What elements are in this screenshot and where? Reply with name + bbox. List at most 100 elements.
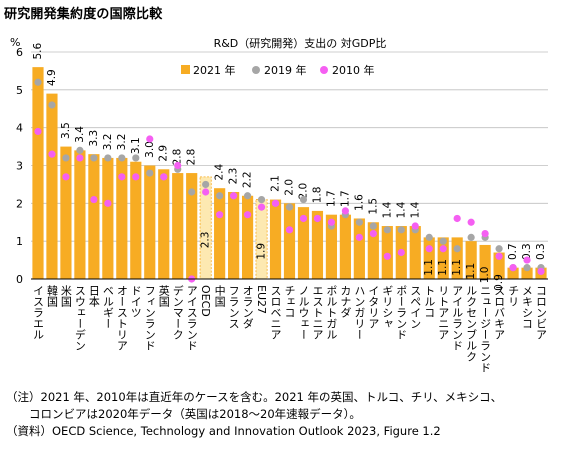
category-label: OECD xyxy=(199,285,212,317)
marker-2010 xyxy=(271,199,280,207)
bar xyxy=(465,241,477,279)
bar xyxy=(158,169,170,279)
category-label: 米国 xyxy=(59,285,72,308)
marker-2019 xyxy=(495,245,503,253)
marker-2010 xyxy=(299,214,308,223)
bar xyxy=(521,267,533,279)
category-label: アイルランド xyxy=(451,285,464,351)
category-label: オーストリア xyxy=(115,285,128,351)
data-label: 0.9 xyxy=(493,274,505,291)
marker-2019 xyxy=(299,195,308,204)
marker-2010 xyxy=(160,173,168,181)
bar xyxy=(199,176,212,280)
marker-2010 xyxy=(118,173,126,181)
marker-2010 xyxy=(509,264,517,272)
category-label: イスラエル xyxy=(31,285,44,340)
category-label: ベルギー xyxy=(101,285,114,329)
data-label: 5.6 xyxy=(32,42,44,59)
marker-2010 xyxy=(132,173,140,181)
category-label: リトアニア xyxy=(437,285,450,340)
bar xyxy=(269,199,282,279)
marker-2010 xyxy=(313,214,322,223)
legend-label-1: 2019 年 xyxy=(264,63,307,77)
bar xyxy=(367,222,379,279)
data-label: 2.9 xyxy=(158,145,170,162)
legend-label-2: 2010 年 xyxy=(332,63,375,77)
marker-2010 xyxy=(202,188,210,196)
marker-2010 xyxy=(383,252,391,260)
bar xyxy=(74,150,86,279)
data-label: 0.3 xyxy=(535,243,547,260)
data-label: 2.3 xyxy=(228,168,240,185)
data-label: 1.7 xyxy=(325,190,337,207)
marker-2010 xyxy=(537,267,545,276)
category-label: ポーランド xyxy=(395,285,408,340)
bar xyxy=(311,210,324,279)
marker-2010 xyxy=(90,195,98,204)
marker-2019 xyxy=(397,226,405,234)
legend-marker-1 xyxy=(252,66,260,74)
category-label: 韓国 xyxy=(45,285,58,308)
marker-2019 xyxy=(285,203,294,211)
bar xyxy=(423,237,435,279)
marker-2010 xyxy=(76,154,84,162)
marker-2019 xyxy=(355,218,363,226)
y-tick-label: 1 xyxy=(16,235,23,248)
y-tick-label: 5 xyxy=(16,84,23,97)
category-label: ニュージーランド xyxy=(479,285,492,373)
category-label: アイスランド xyxy=(185,285,198,351)
marker-2019 xyxy=(118,154,126,162)
category-label: EU27 xyxy=(255,285,268,314)
legend-label-0: 2021 年 xyxy=(193,63,236,77)
category-label: フィンランド xyxy=(143,285,156,351)
bar xyxy=(451,237,463,279)
chart-svg: 0 1 2 3 4 5 6% R&D（研究開発）支出の 対GDP比 2021 年 2019 年 20… xyxy=(10,36,548,373)
source-line: （資料）OECD Science, Technology and Innovat… xyxy=(6,424,441,438)
bar xyxy=(507,267,519,279)
category-label: オランダ xyxy=(241,285,254,329)
data-label: 3.5 xyxy=(60,122,72,139)
data-label: 1.8 xyxy=(311,187,323,204)
category-label: 日本 xyxy=(87,285,100,308)
bar xyxy=(102,157,114,279)
category-label: コロンビア xyxy=(535,285,548,340)
category-label: チェコ xyxy=(283,285,296,318)
marker-2010 xyxy=(146,135,154,143)
category-label: ルクセンブルク xyxy=(465,285,478,362)
bar xyxy=(172,173,184,279)
data-label: 2.8 xyxy=(186,149,198,166)
bar xyxy=(241,195,254,279)
data-label: 2.0 xyxy=(297,183,309,200)
bar xyxy=(46,93,58,279)
marker-2010 xyxy=(341,207,349,215)
marker-2019 xyxy=(76,146,84,154)
note-line-2: コロンビアは2020年データ（英国は2018〜20年速報データ）。 xyxy=(6,407,361,421)
category-label: フランス xyxy=(227,285,240,329)
marker-2019 xyxy=(146,169,154,177)
bar xyxy=(493,252,505,279)
data-label: 2.8 xyxy=(172,149,184,166)
data-label: 1.1 xyxy=(451,259,463,276)
data-label: 2.1 xyxy=(270,175,282,192)
y-tick-label: 6 xyxy=(16,46,23,59)
marker-2010 xyxy=(397,248,405,257)
bar xyxy=(88,154,100,279)
marker-2010 xyxy=(216,211,224,219)
data-label: 1.1 xyxy=(437,259,449,276)
category-label: イタリア xyxy=(367,285,380,329)
marker-2010 xyxy=(230,192,238,200)
marker-2010 xyxy=(62,173,70,181)
bar xyxy=(60,146,72,279)
category-label: スウェーデン xyxy=(73,285,86,351)
category-label: ハンガリー xyxy=(353,285,366,340)
marker-2010 xyxy=(257,203,266,211)
data-label: 2.4 xyxy=(214,164,226,181)
category-label: ギリシャ xyxy=(381,285,394,329)
category-label: 英国 xyxy=(157,284,170,308)
y-tick-label: 2 xyxy=(16,197,23,210)
legend-marker-2 xyxy=(320,66,328,74)
marker-2010 xyxy=(285,226,294,234)
category-label: スロバキア xyxy=(493,285,506,340)
bar xyxy=(144,165,156,279)
marker-2010 xyxy=(495,252,503,260)
